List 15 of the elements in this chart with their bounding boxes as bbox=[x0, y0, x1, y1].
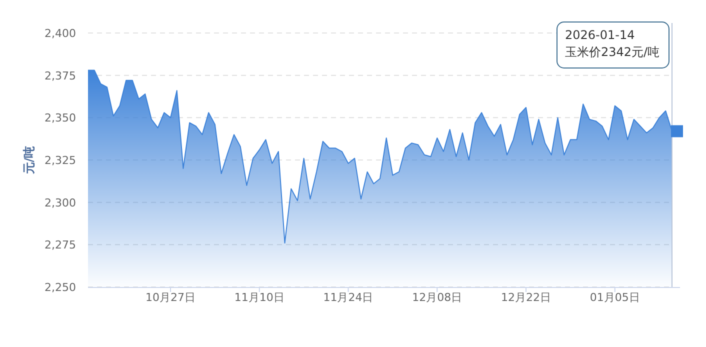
x-tick-label: 11月24日 bbox=[323, 291, 374, 304]
x-tick-label: 01月05日 bbox=[590, 291, 640, 304]
y-tick-label: 2,250 bbox=[44, 281, 76, 294]
y-tick-label: 2,375 bbox=[44, 69, 76, 82]
y-tick-label: 2,275 bbox=[44, 238, 76, 252]
x-tick-label: 12月22日 bbox=[501, 291, 551, 304]
x-tick-label: 12月08日 bbox=[412, 291, 462, 304]
y-axis-title: 元/吨 bbox=[22, 146, 36, 176]
y-tick-label: 2,325 bbox=[44, 154, 76, 167]
x-tick-label: 11月10日 bbox=[234, 291, 284, 304]
x-tick-label: 10月27日 bbox=[146, 291, 196, 304]
y-tick-label: 2,350 bbox=[44, 112, 76, 125]
annotation: 2026-01-14 玉米价2342元/吨 bbox=[565, 28, 660, 59]
y-tick-label: 2,300 bbox=[44, 196, 76, 210]
y-tick-label: 2,400 bbox=[44, 27, 76, 40]
